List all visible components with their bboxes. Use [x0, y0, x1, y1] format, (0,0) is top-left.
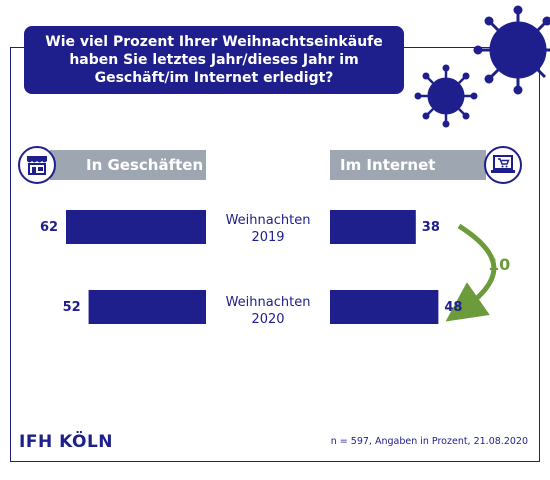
value-label-store-2020: 52	[62, 300, 81, 315]
value-label-store-2019: 62	[40, 220, 59, 235]
bar-online-2019	[330, 210, 416, 244]
footnote: n = 597, Angaben in Prozent, 21.08.2020	[330, 436, 528, 447]
laptop-cart-icon	[484, 146, 522, 184]
brand-logo: IFH KÖLN	[19, 432, 114, 452]
bar-online-2020	[330, 290, 439, 324]
header-online: Im Internet	[330, 150, 486, 180]
virus-icon	[473, 5, 550, 95]
bar-store-2020	[88, 290, 206, 324]
header-in-store: In Geschäften	[50, 150, 206, 180]
category-label-2020: Weihnachten 2020	[225, 295, 311, 327]
change-arrow	[445, 223, 497, 322]
value-label-online-2019: 38	[421, 220, 440, 235]
store-icon	[18, 146, 56, 184]
category-label-2019: Weihnachten 2019	[225, 213, 311, 245]
change-label: 10	[488, 255, 511, 274]
chart-title: Wie viel Prozent Ihrer Weihnachtseinkäuf…	[24, 26, 404, 94]
virus-icon	[414, 64, 478, 128]
bar-store-2019	[66, 210, 206, 244]
value-label-online-2020: 48	[444, 300, 463, 315]
